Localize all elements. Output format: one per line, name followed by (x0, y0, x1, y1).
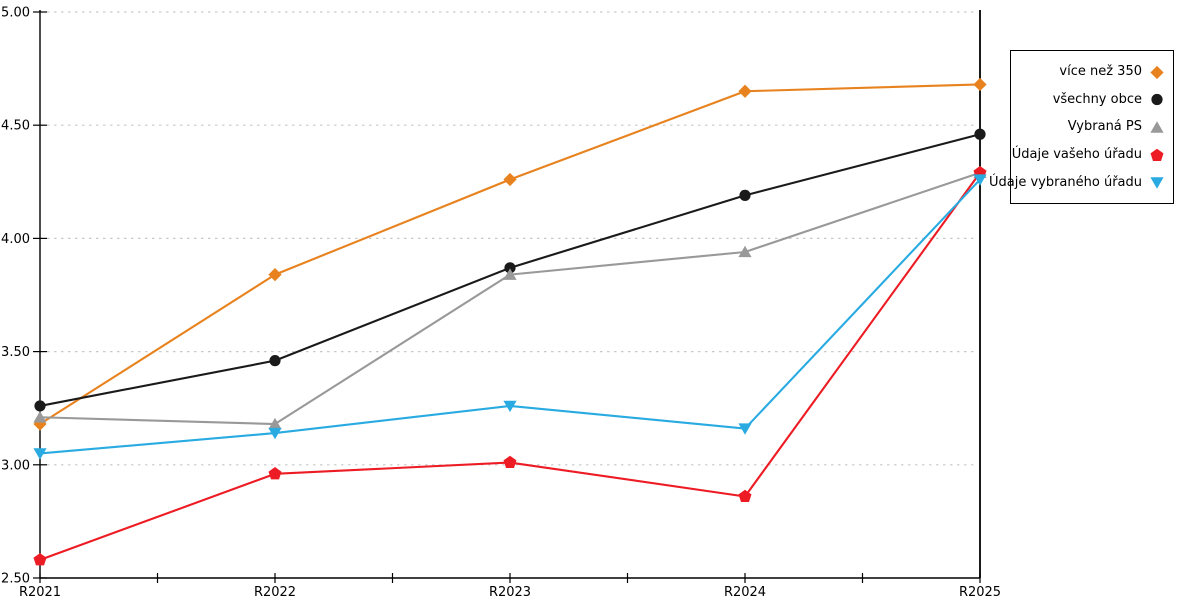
legend-label: všechny obce (1052, 91, 1142, 107)
legend-item-vsechny-obce: všechny obce (1011, 87, 1173, 111)
x-tick-label: R2025 (959, 585, 1001, 600)
circle-marker-icon (739, 189, 751, 201)
diamond-marker-icon (503, 172, 517, 187)
triangle-down-icon-shape (1150, 177, 1164, 189)
pentagon-marker-icon (738, 489, 752, 502)
series-line-vice-nez-350 (39, 83, 981, 425)
triangle-up-marker-icon (503, 268, 517, 280)
legend-label: Údaje vašeho úřadu (1011, 147, 1142, 163)
legend-item-udaje-vaseho-uradu: Údaje vašeho úřadu (1011, 143, 1173, 167)
pentagon-icon-shape (1150, 148, 1164, 161)
legend-item-udaje-vybraneho-uradu: Údaje vybraného úřadu (989, 170, 1173, 194)
series-udaje-vybraneho-uradu (33, 174, 987, 460)
circle-marker-icon (269, 355, 281, 367)
legend-item-vice-nez-350: více než 350 (1011, 60, 1173, 84)
diamond-marker-icon (33, 417, 47, 431)
diamond-icon-shape (1150, 65, 1164, 79)
triangle-up-marker-icon (738, 245, 752, 258)
series-line-vybrana-ps (39, 171, 981, 426)
circle-marker-icon (974, 128, 986, 140)
y-tick-label: 4.50 (1, 119, 30, 134)
pentagon-icon (1150, 148, 1164, 161)
legend-label: více než 350 (1059, 64, 1142, 80)
pentagon-marker-icon (268, 467, 282, 480)
pentagon-marker-icon (33, 553, 47, 566)
legend-label: Údaje vybraného úřadu (988, 174, 1142, 190)
circle-marker-icon (34, 400, 46, 412)
series-vice-nez-350 (33, 77, 987, 431)
x-tick-label: R2021 (19, 585, 61, 600)
x-tick-label: R2024 (724, 585, 766, 600)
y-tick-label: 3.50 (1, 345, 30, 360)
y-tick-label: 4.00 (1, 232, 30, 247)
series-vsechny-obce (34, 128, 986, 412)
triangle-down-marker-icon (503, 400, 517, 413)
circle-icon (1151, 94, 1163, 106)
legend: více než 350 všechny obce Vybraná PS Údaje … (989, 50, 1174, 204)
y-tick-label: 2.50 (1, 572, 30, 587)
legend-item-vybrana-ps: Vybraná PS (1011, 115, 1173, 139)
circle-marker-icon (504, 262, 516, 274)
triangle-down-marker-icon (268, 427, 282, 440)
circle-icon-shape (1151, 94, 1163, 106)
x-tick-label: R2023 (489, 585, 531, 600)
legend-label: Vybraná PS (1067, 119, 1142, 135)
triangle-up-marker-icon (268, 417, 282, 430)
x-tick-label: R2022 (254, 585, 296, 600)
series-udaje-vaseho-uradu (33, 165, 987, 566)
y-tick-label: 5.00 (1, 6, 30, 21)
triangle-up-icon-shape (1150, 121, 1164, 133)
diamond-marker-icon (973, 77, 987, 92)
triangle-down-marker-icon (33, 448, 47, 460)
triangle-down-icon (1150, 177, 1164, 189)
diamond-marker-icon (738, 84, 752, 98)
diamond-icon (1150, 65, 1164, 79)
series-line-udaje-vaseho-uradu (39, 172, 981, 561)
triangle-down-marker-icon (973, 174, 987, 186)
y-tick-label: 3.00 (1, 458, 30, 473)
triangle-up-icon (1150, 121, 1164, 133)
diamond-marker-icon (268, 268, 282, 282)
series-vybrana-ps (33, 166, 987, 430)
pentagon-marker-icon (503, 455, 517, 469)
triangle-down-marker-icon (738, 423, 752, 435)
triangle-up-marker-icon (33, 411, 47, 423)
